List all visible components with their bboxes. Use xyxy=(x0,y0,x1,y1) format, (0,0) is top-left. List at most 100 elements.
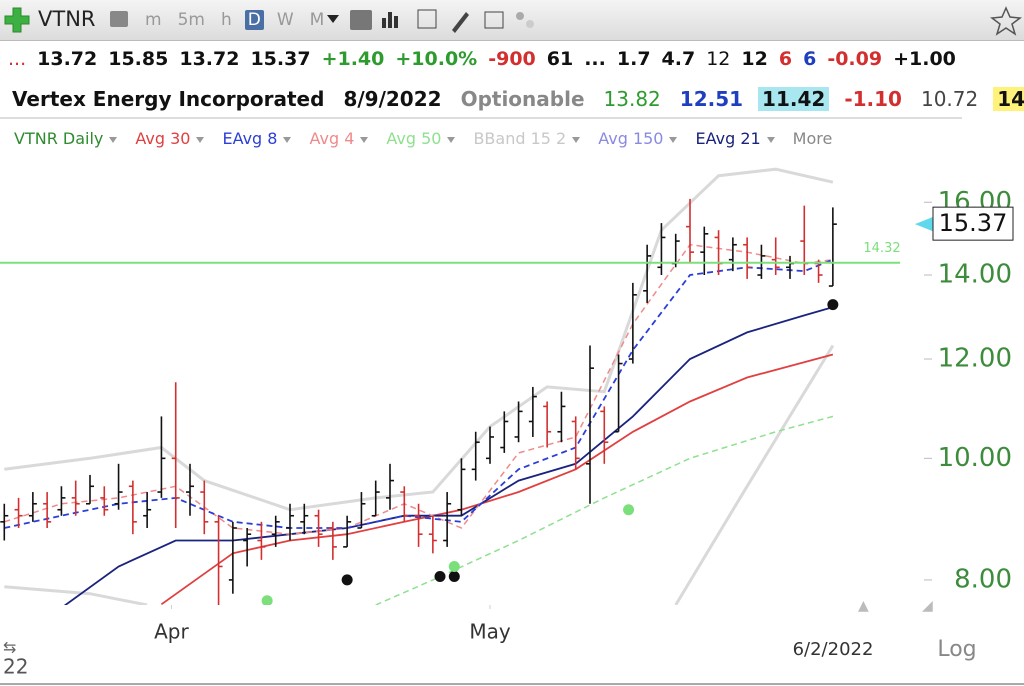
y-tick-label: 10.00 xyxy=(938,443,1012,473)
legend-item[interactable]: BBand 15 2 xyxy=(473,129,581,148)
info-field: 14.54 xyxy=(993,87,1024,111)
quote-row: ... 13.72 15.85 13.72 15.37 +1.40 +10.0% -900 61… xyxy=(8,45,956,73)
legend-item[interactable]: Avg 50 xyxy=(386,129,456,148)
legend-dropdown[interactable] xyxy=(447,136,456,143)
x-tick-label: Apr xyxy=(154,620,189,644)
quote-field: 1.7 xyxy=(616,48,651,70)
info-field: 13.82 xyxy=(603,87,661,111)
timeframe-button[interactable]: D xyxy=(244,10,264,30)
legend-item[interactable]: Avg 150 xyxy=(598,129,678,148)
symbol[interactable]: VTNR xyxy=(38,7,96,31)
y-tick-label: 12.00 xyxy=(938,344,1012,374)
dots-icon[interactable] xyxy=(516,12,524,20)
quote-field: +10.0% xyxy=(395,48,478,70)
signal-dot xyxy=(261,595,273,605)
quote-field: 13.72 xyxy=(37,48,98,70)
legend-item[interactable]: EAvg 21 xyxy=(695,129,775,148)
quote-field: 6 xyxy=(778,48,793,70)
indicator-line xyxy=(4,344,835,605)
quote-field: +1.00 xyxy=(893,48,956,70)
quote-field: 15.37 xyxy=(250,48,311,70)
quote-field: 4.7 xyxy=(661,48,696,70)
signal-dot xyxy=(623,504,635,516)
signal-dot xyxy=(341,574,353,586)
quote-field: ... xyxy=(8,48,27,70)
print-icon[interactable] xyxy=(110,11,128,27)
quote-field: 15.85 xyxy=(108,48,169,70)
quote-field: +1.40 xyxy=(321,48,385,70)
x-tick-label: May xyxy=(469,620,511,644)
signal-dot xyxy=(448,560,460,572)
legend-dropdown[interactable] xyxy=(572,136,581,143)
indicator-line xyxy=(63,306,834,605)
quote-field: ... xyxy=(584,48,606,70)
legend-dropdown[interactable] xyxy=(196,136,205,143)
legend-item[interactable]: Avg 30 xyxy=(135,129,205,148)
log-button[interactable]: Log xyxy=(937,637,976,662)
signal-dot xyxy=(434,571,446,583)
scroll-arrow[interactable]: ◢ xyxy=(922,598,933,614)
legend-dropdown[interactable] xyxy=(283,136,292,143)
quote-field: 61 xyxy=(546,48,574,70)
scroll-arrow[interactable]: ▲ xyxy=(858,598,869,614)
legend-item[interactable]: EAvg 8 xyxy=(222,129,292,148)
quote-field: -900 xyxy=(488,48,536,70)
legend-item[interactable]: More xyxy=(792,129,833,148)
timeframe-button[interactable]: M xyxy=(309,10,325,30)
dropdown-icon[interactable] xyxy=(327,15,339,23)
indicator-line xyxy=(4,243,833,535)
dots-icon[interactable] xyxy=(526,20,534,28)
toolbar: VTNR m 5m h D W M xyxy=(0,0,1024,41)
legend-item[interactable]: VTNR Daily xyxy=(14,129,118,148)
signal-dot xyxy=(448,571,460,583)
quote-field: 6 xyxy=(803,48,817,70)
plot xyxy=(0,167,839,605)
indicator-line xyxy=(4,167,834,512)
timeframe-button[interactable]: h xyxy=(220,10,232,30)
indicator-legend: VTNR Daily Avg 30 EAvg 8 Avg 4 Avg 50 BBand 1… xyxy=(14,129,832,148)
info-row: Vertex Energy Incorporated 8/9/2022 Option… xyxy=(8,84,1024,114)
quote-field: 12 xyxy=(741,48,768,70)
last-price-label: 15.37 xyxy=(939,209,1008,237)
toolbar-icons xyxy=(4,6,1022,36)
cursor-date: 6/2/2022 xyxy=(793,639,874,660)
y-tick-label: 14.00 xyxy=(938,260,1012,290)
favorite-star[interactable] xyxy=(990,6,1022,36)
quote-field: -0.09 xyxy=(827,48,883,70)
add-icon[interactable] xyxy=(4,7,30,33)
nav-icon[interactable]: ⇆ xyxy=(3,638,16,657)
info-field: -1.10 xyxy=(844,87,902,111)
indicator-line xyxy=(160,353,834,605)
signal-dot xyxy=(827,299,839,311)
y-tick-label: 8.00 xyxy=(954,564,1012,594)
last-price-pointer xyxy=(915,216,935,233)
info-field: 8/9/2022 xyxy=(343,87,442,111)
info-field: 11.42 xyxy=(758,87,830,111)
info-field: Vertex Energy Incorporated xyxy=(12,87,325,111)
timeframe-buttons: m 5m h D W M xyxy=(142,10,327,30)
text-icon[interactable] xyxy=(350,10,372,30)
legend-dropdown[interactable] xyxy=(766,136,775,143)
legend-dropdown[interactable] xyxy=(669,136,678,143)
table-icon[interactable] xyxy=(417,9,437,29)
last-price-box xyxy=(932,206,1014,241)
bars-icon[interactable] xyxy=(382,12,398,28)
timeframe-button[interactable]: 5m xyxy=(177,10,205,30)
legend-dropdown[interactable] xyxy=(109,136,118,143)
indicator-line xyxy=(375,415,834,605)
year-label: 22 xyxy=(3,655,28,679)
quote-field: 13.72 xyxy=(179,48,240,70)
pen-icon[interactable] xyxy=(452,12,469,33)
timeframe-button[interactable]: W xyxy=(276,10,294,30)
window-icon[interactable] xyxy=(484,11,504,29)
legend-item[interactable]: Avg 4 xyxy=(309,129,369,148)
legend-dropdown[interactable] xyxy=(360,136,369,143)
timeframe-button[interactable]: m xyxy=(145,10,162,30)
quote-field: 12 xyxy=(706,48,731,70)
reference-label: 14.32 xyxy=(863,241,900,256)
info-field: 12.51 xyxy=(679,87,744,111)
info-field: Optionable xyxy=(460,87,585,111)
info-field: 10.72 xyxy=(920,87,979,111)
